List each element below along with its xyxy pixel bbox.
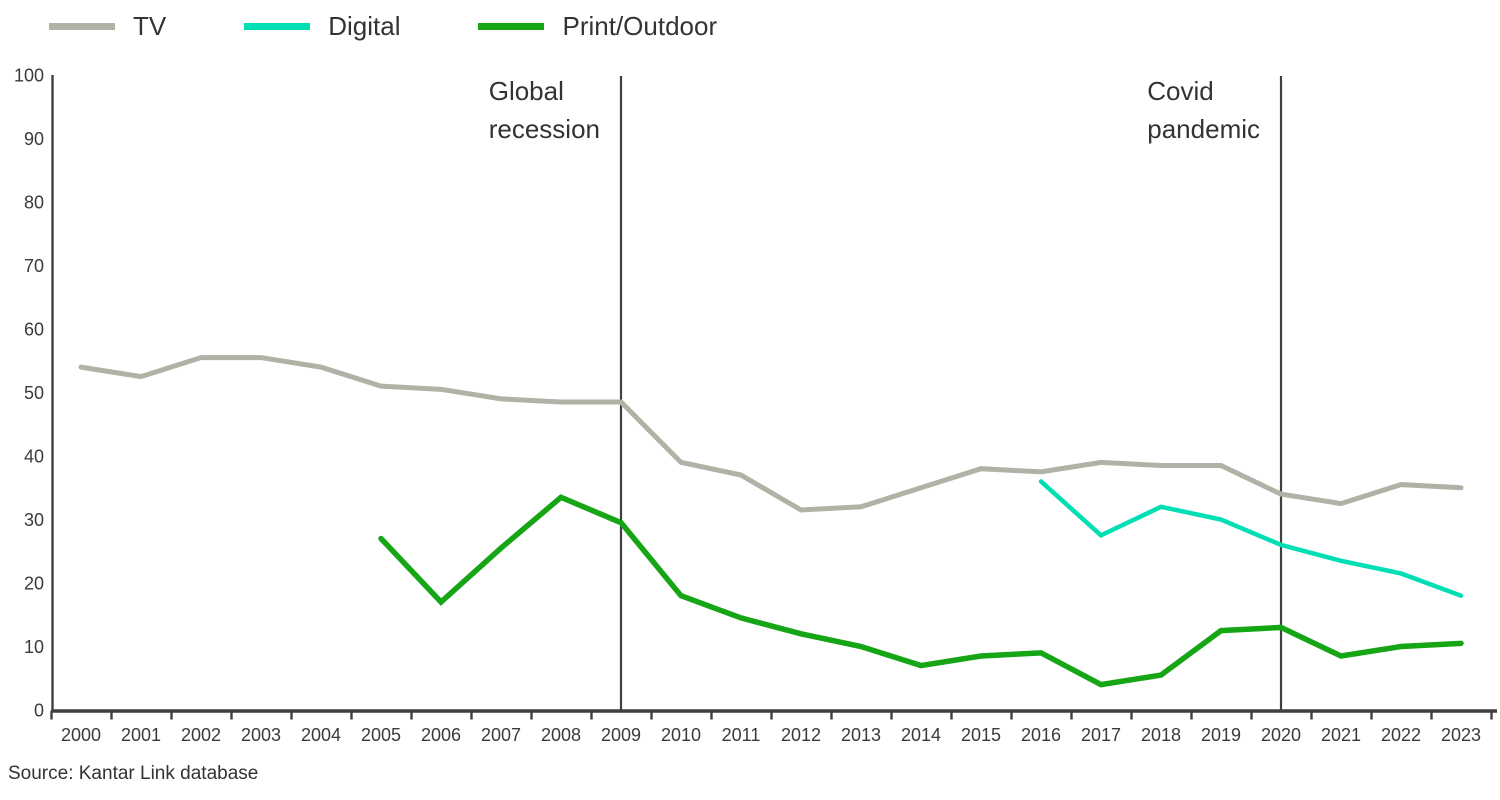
event-label-2009: Global recession bbox=[489, 76, 600, 144]
x-tick-label-2005: 2005 bbox=[361, 725, 401, 745]
x-tick-label-2011: 2011 bbox=[722, 725, 761, 745]
x-tick-label-2020: 2020 bbox=[1261, 725, 1301, 745]
series-line-print-outdoor bbox=[378, 494, 1464, 688]
x-tick-label-2018: 2018 bbox=[1141, 725, 1181, 745]
y-tick-label: 40 bbox=[24, 447, 44, 467]
y-tick-label: 0 bbox=[34, 701, 44, 721]
legend: TV Digital Print/Outdoor bbox=[49, 13, 795, 39]
legend-swatch-print-outdoor bbox=[478, 22, 545, 30]
x-tick-label-2002: 2002 bbox=[181, 725, 221, 745]
x-tick-label-2006: 2006 bbox=[421, 725, 461, 745]
x-tick-label-2017: 2017 bbox=[1081, 725, 1121, 745]
x-tick-label-2015: 2015 bbox=[961, 725, 1001, 745]
legend-item-tv: TV bbox=[49, 13, 166, 39]
series-line-tv bbox=[78, 355, 1464, 513]
y-tick-label: 90 bbox=[24, 129, 44, 149]
line-chart: Global recession Covid pandemic 0 10 20 30 40 50 6… bbox=[14, 66, 1497, 745]
x-tick-label-2009: 2009 bbox=[601, 725, 641, 745]
x-tick-label-2010: 2010 bbox=[661, 725, 701, 745]
source-note: Source: Kantar Link database bbox=[8, 763, 259, 784]
y-tick-label: 100 bbox=[14, 66, 44, 86]
event-label-2020: Covid pandemic bbox=[1147, 76, 1260, 144]
x-tick-label-2023: 2023 bbox=[1441, 725, 1481, 745]
legend-label-digital: Digital bbox=[328, 11, 401, 41]
y-tick-label: 70 bbox=[24, 256, 44, 276]
legend-swatch-digital bbox=[244, 22, 311, 30]
y-tick-label: 20 bbox=[24, 574, 44, 594]
x-tick-label-2016: 2016 bbox=[1021, 725, 1061, 745]
x-tick-label-2019: 2019 bbox=[1201, 725, 1241, 745]
y-tick-label: 50 bbox=[24, 383, 44, 403]
y-tick-label: 60 bbox=[24, 320, 44, 340]
legend-item-digital: Digital bbox=[244, 13, 400, 39]
x-tick-label-2003: 2003 bbox=[241, 725, 281, 745]
series-line-digital bbox=[1038, 479, 1464, 598]
legend-item-print-outdoor: Print/Outdoor bbox=[478, 13, 717, 39]
x-tick-label-2008: 2008 bbox=[541, 725, 581, 745]
y-tick-label: 80 bbox=[24, 193, 44, 213]
x-tick-label-2000: 2000 bbox=[61, 725, 101, 745]
legend-label-tv: TV bbox=[133, 11, 167, 41]
x-tick-label-2022: 2022 bbox=[1381, 725, 1421, 745]
x-tick-label-2013: 2013 bbox=[841, 725, 881, 745]
x-tick-label-2007: 2007 bbox=[481, 725, 521, 745]
x-tick-label-2021: 2021 bbox=[1321, 725, 1361, 745]
x-tick-label-2012: 2012 bbox=[781, 725, 821, 745]
x-tick-label-2001: 2001 bbox=[121, 725, 161, 745]
legend-label-print-outdoor: Print/Outdoor bbox=[562, 11, 718, 41]
legend-swatch-tv bbox=[49, 22, 115, 30]
y-tick-label: 30 bbox=[24, 510, 44, 530]
x-tick-label-2014: 2014 bbox=[901, 725, 941, 745]
x-tick-label-2004: 2004 bbox=[301, 725, 341, 745]
y-tick-label: 10 bbox=[24, 637, 44, 657]
